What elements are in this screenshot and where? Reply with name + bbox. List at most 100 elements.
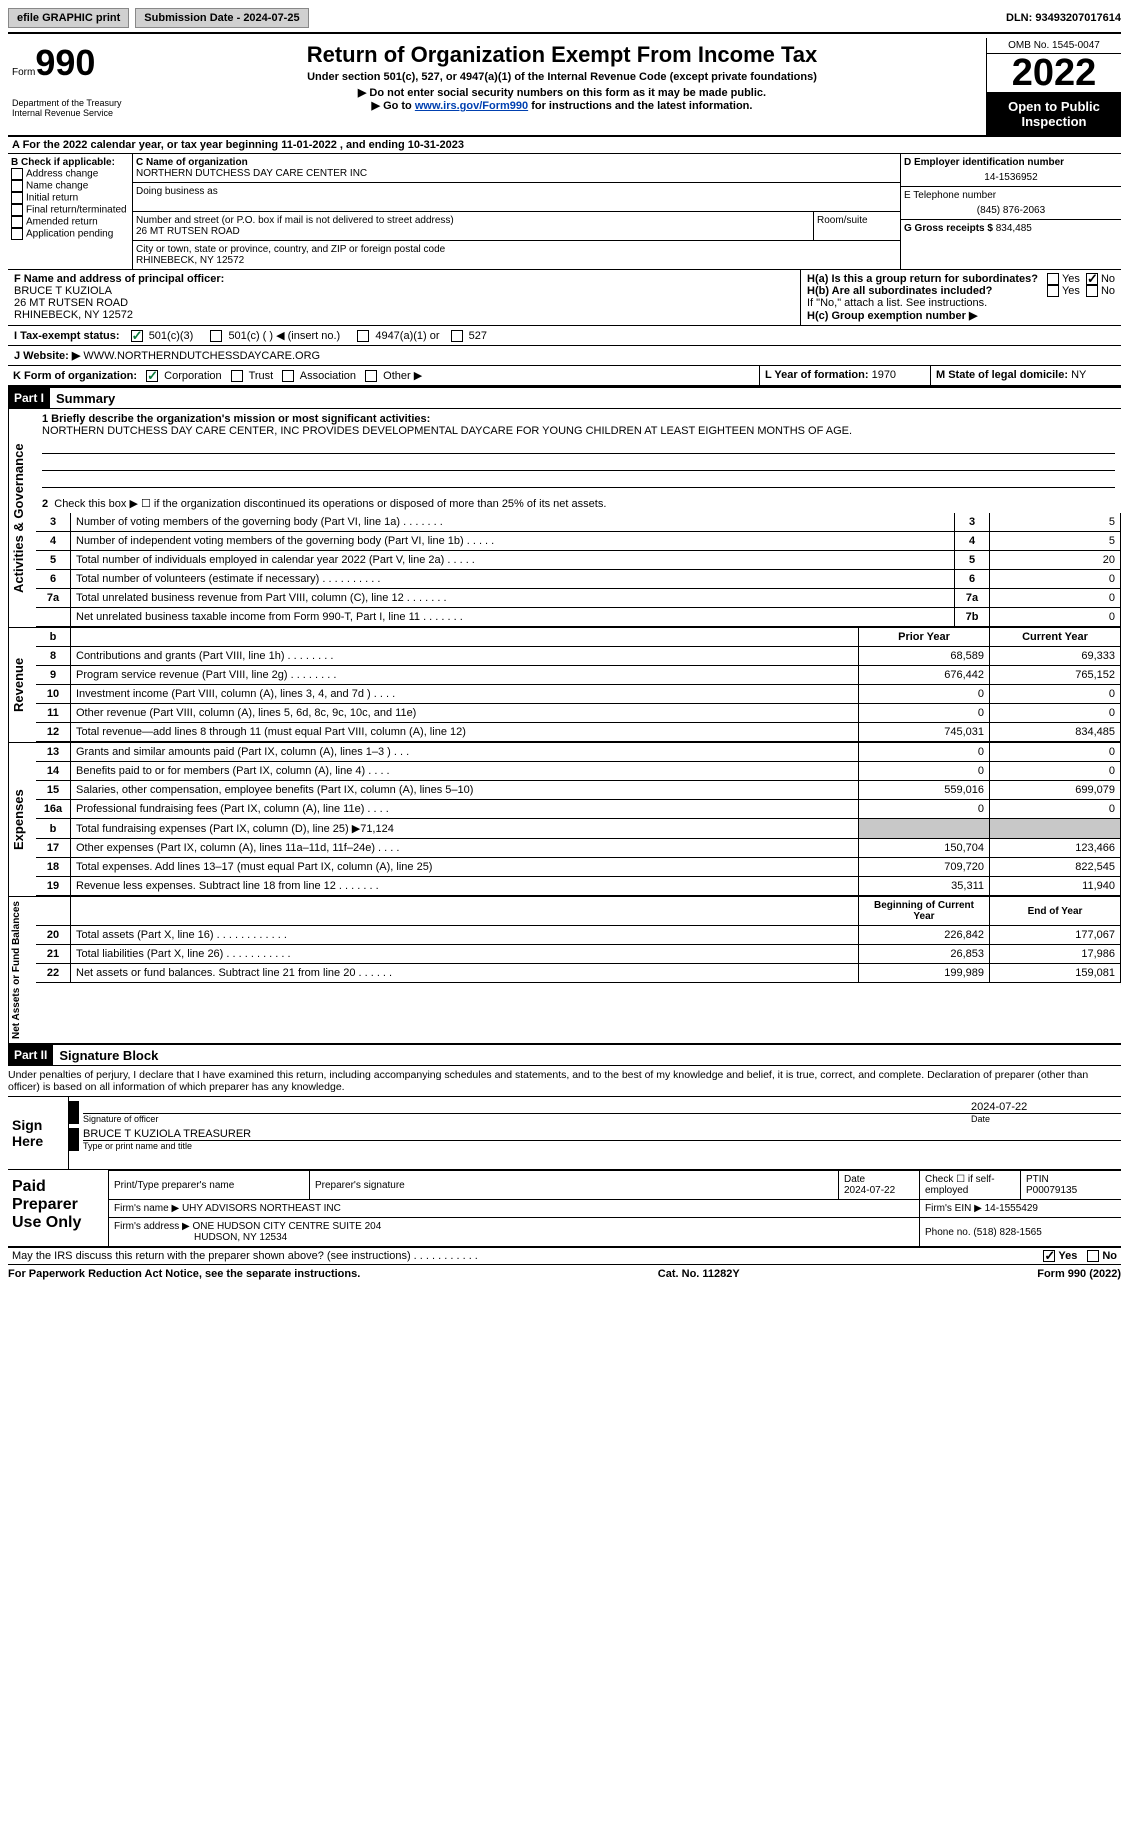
row-num: 4	[36, 532, 71, 551]
ha-yes-checkbox[interactable]	[1047, 273, 1059, 285]
row-num: 14	[36, 762, 71, 781]
row-num: 8	[36, 647, 71, 666]
row-desc: Total revenue—add lines 8 through 11 (mu…	[71, 723, 859, 742]
current-val: 765,152	[990, 666, 1121, 685]
footer-left: For Paperwork Reduction Act Notice, see …	[8, 1268, 360, 1280]
current-val: 0	[990, 800, 1121, 819]
current-val	[990, 819, 1121, 839]
row-f-h: F Name and address of principal officer:…	[8, 270, 1121, 326]
section-b-grid: B Check if applicable: Address change Na…	[8, 154, 1121, 270]
row-num	[36, 608, 71, 627]
paid-label: Paid Preparer Use Only	[8, 1170, 108, 1246]
row-num: 12	[36, 723, 71, 742]
inspection-label: Open to Public Inspection	[987, 93, 1121, 135]
4947-checkbox[interactable]	[357, 330, 369, 342]
header-title-box: Return of Organization Exempt From Incom…	[138, 38, 986, 135]
discuss-no-checkbox[interactable]	[1087, 1250, 1099, 1262]
penalty-text: Under penalties of perjury, I declare th…	[8, 1066, 1121, 1096]
application-pending-checkbox[interactable]	[11, 228, 23, 240]
row-num: 22	[36, 964, 71, 983]
name-change-checkbox[interactable]	[11, 180, 23, 192]
row-num: 3	[36, 513, 71, 532]
row-desc: Program service revenue (Part VIII, line…	[71, 666, 859, 685]
row-a: A For the 2022 calendar year, or tax yea…	[8, 137, 1121, 154]
city-value: RHINEBECK, NY 12572	[136, 255, 897, 266]
form-number: 990	[35, 42, 95, 83]
yes-label-3: Yes	[1058, 1250, 1077, 1262]
prep-sig-label: Preparer's signature	[310, 1171, 839, 1200]
discuss-yes-checkbox[interactable]	[1043, 1250, 1055, 1262]
ein-value: 14-1536952	[904, 172, 1118, 183]
row-val: 20	[990, 551, 1121, 570]
trust-checkbox[interactable]	[231, 370, 243, 382]
g-label: G Gross receipts $	[904, 223, 993, 234]
l-value: 1970	[872, 369, 896, 381]
end-val: 17,986	[990, 945, 1121, 964]
firm-ein: 14-1555429	[985, 1203, 1038, 1214]
prior-val: 676,442	[859, 666, 990, 685]
end-year-hdr: End of Year	[990, 897, 1121, 926]
part-1-title: Summary	[50, 391, 115, 406]
row-desc: Other revenue (Part VIII, column (A), li…	[71, 704, 859, 723]
row-desc: Total assets (Part X, line 16) . . . . .…	[71, 926, 859, 945]
m-value: NY	[1071, 369, 1086, 381]
exp-table: 13 Grants and similar amounts paid (Part…	[36, 743, 1121, 896]
yes-label-1: Yes	[1062, 273, 1080, 285]
self-emp-label: Check ☐ if self-employed	[920, 1171, 1021, 1200]
discuss-row: May the IRS discuss this return with the…	[8, 1248, 1121, 1265]
row-num: 21	[36, 945, 71, 964]
501c-checkbox[interactable]	[210, 330, 222, 342]
yes-label-2: Yes	[1062, 285, 1080, 297]
ha-no-checkbox[interactable]	[1086, 273, 1098, 285]
527-checkbox[interactable]	[451, 330, 463, 342]
firm-phone: (518) 828-1565	[973, 1227, 1041, 1238]
gov-table: 3 Number of voting members of the govern…	[36, 513, 1121, 627]
row-desc: Revenue less expenses. Subtract line 18 …	[71, 877, 859, 896]
other-checkbox[interactable]	[365, 370, 377, 382]
form-title: Return of Organization Exempt From Incom…	[142, 42, 982, 68]
k-opt-1: Trust	[249, 370, 274, 382]
f-box: F Name and address of principal officer:…	[8, 270, 801, 325]
row-desc: Total number of volunteers (estimate if …	[71, 570, 955, 589]
m-label: M State of legal domicile:	[936, 369, 1068, 381]
room-label: Room/suite	[814, 212, 900, 240]
phone-value: (845) 876-2063	[904, 205, 1118, 216]
discuss-text: May the IRS discuss this return with the…	[12, 1250, 1043, 1262]
row-desc: Grants and similar amounts paid (Part IX…	[71, 743, 859, 762]
submission-date-button[interactable]: Submission Date - 2024-07-25	[135, 8, 308, 28]
tax-year: 2022	[987, 54, 1121, 93]
header-sub3: ▶ Go to www.irs.gov/Form990 for instruct…	[142, 99, 982, 112]
initial-return-checkbox[interactable]	[11, 192, 23, 204]
current-val: 0	[990, 685, 1121, 704]
prior-val: 709,720	[859, 858, 990, 877]
efile-button[interactable]: efile GRAPHIC print	[8, 8, 129, 28]
hdr-b: b	[36, 628, 71, 647]
row-desc: Total fundraising expenses (Part IX, col…	[71, 819, 859, 839]
hb-no-checkbox[interactable]	[1086, 285, 1098, 297]
current-val: 69,333	[990, 647, 1121, 666]
i-opt-1: 501(c) ( ) ◀ (insert no.)	[228, 330, 340, 342]
address-change-checkbox[interactable]	[11, 168, 23, 180]
501c3-checkbox[interactable]	[131, 330, 143, 342]
footer-right: Form 990 (2022)	[1037, 1268, 1121, 1280]
corp-checkbox[interactable]	[146, 370, 158, 382]
current-val: 0	[990, 704, 1121, 723]
ha-label: H(a) Is this a group return for subordin…	[807, 273, 1047, 285]
b-right-col: D Employer identification number 14-1536…	[901, 154, 1121, 269]
amended-return-checkbox[interactable]	[11, 216, 23, 228]
b-label: B Check if applicable:	[11, 157, 129, 168]
h-box: H(a) Is this a group return for subordin…	[801, 270, 1121, 325]
firm-name-label: Firm's name ▶	[114, 1203, 179, 1214]
irs-link[interactable]: www.irs.gov/Form990	[415, 100, 528, 112]
officer-name: BRUCE T KUZIOLA	[14, 285, 794, 297]
assoc-checkbox[interactable]	[282, 370, 294, 382]
row-num: 17	[36, 839, 71, 858]
hb-yes-checkbox[interactable]	[1047, 285, 1059, 297]
row-desc: Number of voting members of the governin…	[71, 513, 955, 532]
org-name: NORTHERN DUTCHESS DAY CARE CENTER INC	[136, 168, 897, 179]
final-return-checkbox[interactable]	[11, 204, 23, 216]
paid-table: Print/Type preparer's name Preparer's si…	[108, 1170, 1121, 1246]
row-box: 4	[955, 532, 990, 551]
c-label: C Name of organization	[136, 157, 897, 168]
b-mid-col: C Name of organization NORTHERN DUTCHESS…	[133, 154, 901, 269]
